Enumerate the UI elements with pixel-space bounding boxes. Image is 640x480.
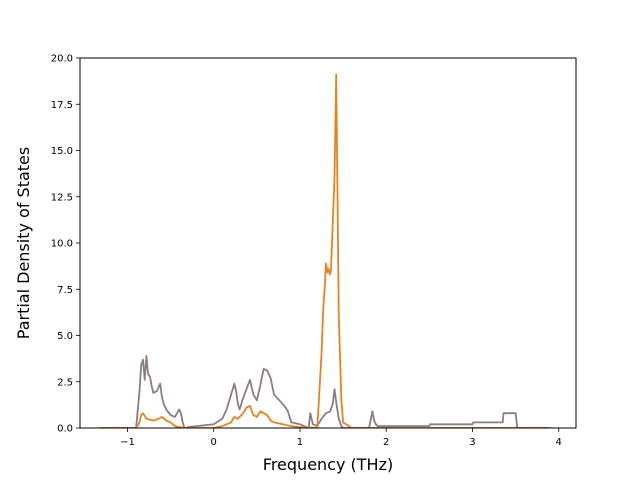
y-tick-label: 12.5: [51, 192, 73, 203]
x-tick-label: 3: [469, 437, 475, 448]
x-axis-title: Frequency (THz): [263, 455, 393, 474]
series-layer: [99, 73, 551, 428]
x-axis: −1 0 1 2 3 4: [120, 428, 562, 448]
x-tick-label: 1: [297, 437, 303, 448]
x-tick-label: 4: [556, 437, 562, 448]
y-tick-label: 15.0: [51, 146, 73, 157]
y-tick-label: 10.0: [51, 239, 73, 250]
y-tick-label: 0.0: [57, 424, 73, 435]
x-tick-label: −1: [120, 437, 135, 448]
y-axis-title: Partial Density of States: [14, 147, 33, 339]
y-tick-label: 7.5: [57, 285, 73, 296]
y-tick-label: 5.0: [57, 331, 73, 342]
y-axis: 0.0 2.5 5.0 7.5 10.0 12.5 15.0 17.5 20.0: [51, 54, 80, 435]
pdos-series-line-2: [99, 73, 551, 428]
x-tick-label: 2: [383, 437, 389, 448]
pdos-series-line-1: [99, 354, 551, 428]
y-tick-label: 20.0: [51, 54, 73, 65]
y-tick-label: 17.5: [51, 100, 73, 111]
y-tick-label: 2.5: [57, 377, 73, 388]
x-tick-label: 0: [211, 437, 217, 448]
